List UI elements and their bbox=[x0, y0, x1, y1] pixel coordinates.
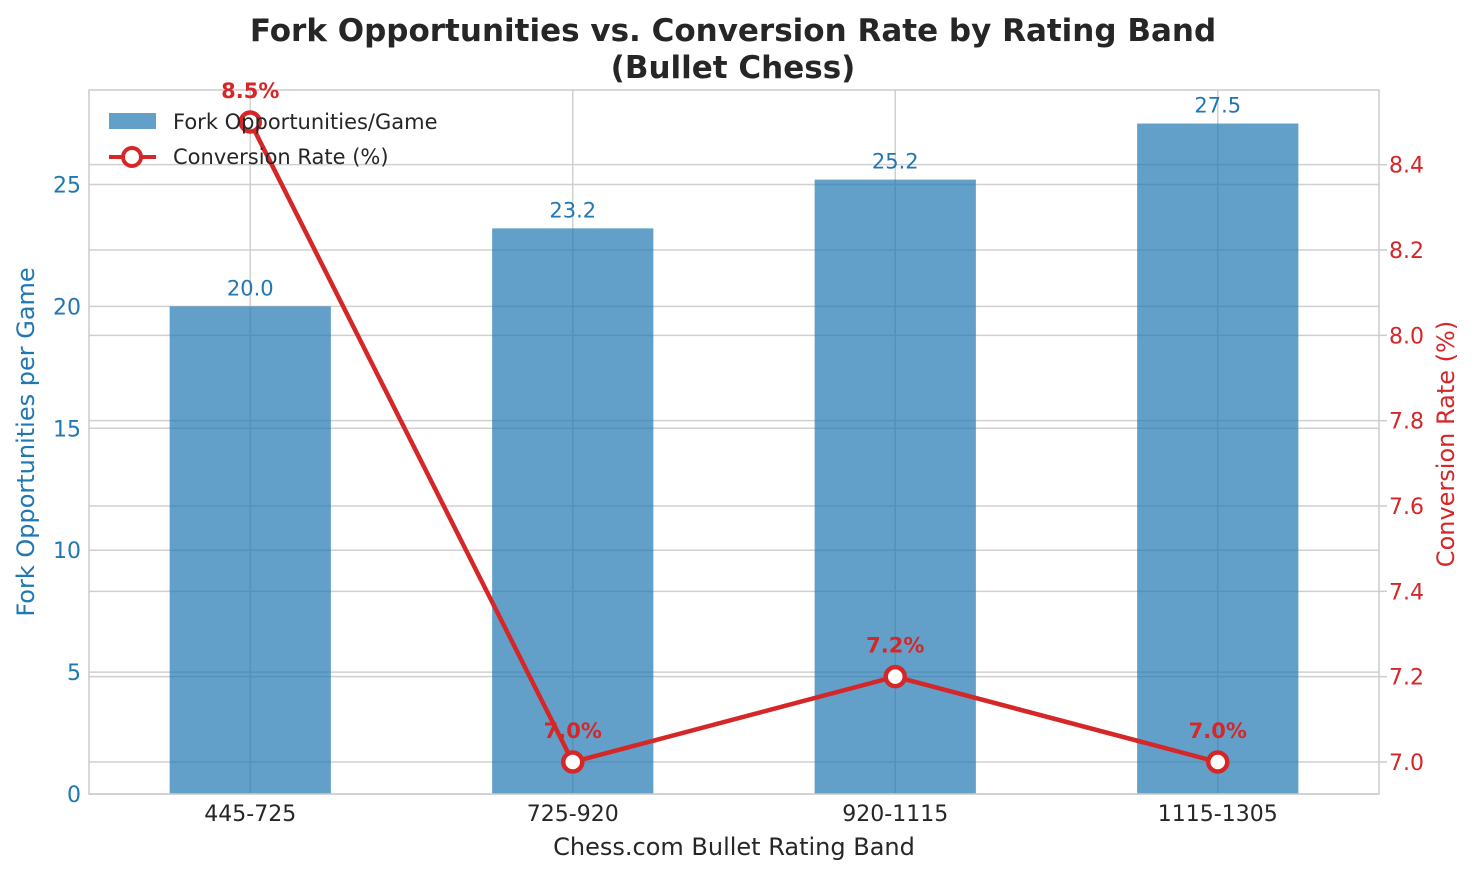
x-tick-label: 920-1115 bbox=[842, 802, 948, 827]
bar bbox=[1137, 123, 1299, 795]
bar-value-label: 20.0 bbox=[227, 276, 274, 300]
legend-bar-swatch bbox=[109, 113, 156, 129]
x-tick-label: 725-920 bbox=[527, 802, 619, 827]
x-tick-label: 1115-1305 bbox=[1158, 802, 1278, 827]
legend: Fork Opportunities/Game Conversion Rate … bbox=[109, 110, 438, 169]
y-right-tick-label: 7.4 bbox=[1389, 580, 1424, 605]
legend-line-label: Conversion Rate (%) bbox=[173, 145, 389, 169]
y-left-tick-label: 25 bbox=[53, 173, 81, 198]
bar-value-label: 27.5 bbox=[1194, 94, 1241, 118]
axis-ticks: 0 5 10 15 20 25 7.0 7.2 7.4 7.6 7.8 8.0 8.2 8.4 445-72… bbox=[53, 154, 1424, 827]
bar-value-label: 25.2 bbox=[872, 150, 919, 174]
y-axis-right-label: Conversion Rate (%) bbox=[1432, 321, 1460, 567]
bar bbox=[169, 306, 331, 794]
line-point bbox=[561, 750, 585, 774]
bar-series bbox=[169, 123, 1299, 795]
line-value-label: 7.0% bbox=[1189, 719, 1247, 743]
y-right-tick-label: 7.2 bbox=[1389, 666, 1424, 691]
chart-subtitle: (Bullet Chess) bbox=[611, 50, 856, 86]
y-right-tick-label: 7.8 bbox=[1389, 410, 1424, 435]
conversion-rate-line bbox=[248, 120, 1219, 765]
y-right-tick-label: 8.0 bbox=[1389, 324, 1424, 349]
x-tick-label: 445-725 bbox=[204, 802, 296, 827]
data-labels: 20.0 23.2 25.2 27.5 8.5% 7.0% 7.2% 7.0% bbox=[221, 79, 1247, 743]
y-left-tick-label: 5 bbox=[67, 661, 81, 686]
line-value-label: 7.0% bbox=[544, 719, 602, 743]
line-point bbox=[883, 664, 907, 689]
line-value-label: 8.5% bbox=[221, 79, 279, 103]
y-axis-left-label: Fork Opportunities per Game bbox=[12, 267, 40, 616]
y-right-tick-label: 7.0 bbox=[1389, 751, 1424, 776]
x-axis-label: Chess.com Bullet Rating Band bbox=[553, 833, 915, 861]
y-left-tick-label: 20 bbox=[53, 295, 81, 320]
y-left-tick-label: 15 bbox=[53, 417, 81, 442]
line-value-label: 7.2% bbox=[866, 634, 924, 658]
bar bbox=[814, 179, 976, 795]
bar bbox=[492, 228, 654, 794]
y-right-tick-label: 8.4 bbox=[1389, 154, 1424, 179]
plot-frame bbox=[88, 89, 1380, 795]
y-left-tick-label: 0 bbox=[67, 783, 81, 808]
line-series bbox=[238, 110, 1230, 774]
legend-bar-label: Fork Opportunities/Game bbox=[173, 110, 438, 134]
line-point bbox=[1206, 750, 1230, 774]
legend-line-marker bbox=[121, 146, 143, 168]
bar-value-label: 23.2 bbox=[549, 198, 596, 222]
line-point bbox=[238, 110, 262, 134]
y-right-tick-label: 7.6 bbox=[1389, 495, 1424, 520]
y-right-tick-label: 8.2 bbox=[1389, 239, 1424, 264]
chart-title: Fork Opportunities vs. Conversion Rate b… bbox=[250, 13, 1216, 49]
y-left-tick-label: 10 bbox=[53, 539, 81, 564]
